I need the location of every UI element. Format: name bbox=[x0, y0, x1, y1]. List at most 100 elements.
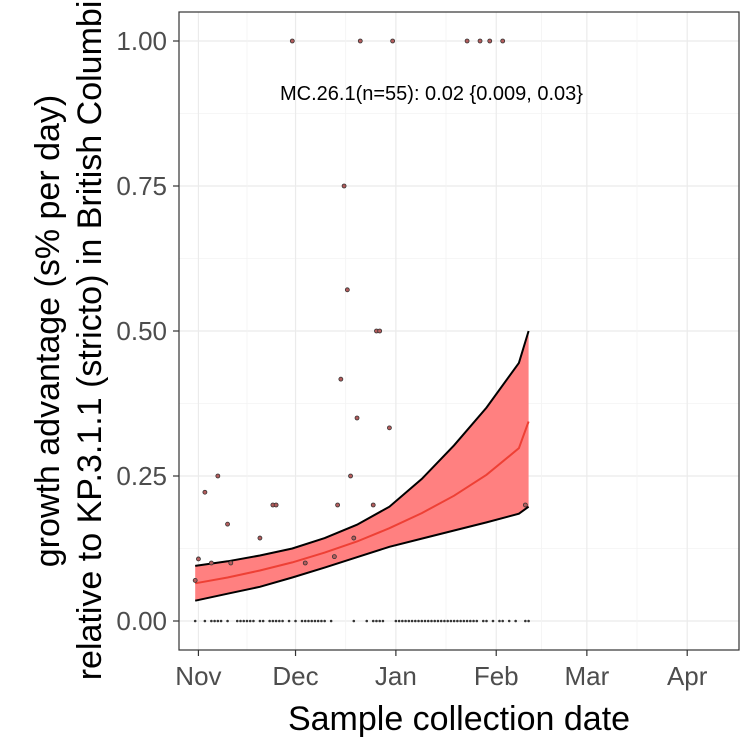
data-point bbox=[487, 38, 493, 44]
zero-data-point bbox=[462, 619, 466, 623]
zero-data-point bbox=[414, 619, 417, 623]
zero-data-point bbox=[320, 619, 323, 623]
y-tick-label: 1.00 bbox=[116, 26, 167, 56]
zero-data-point bbox=[310, 619, 314, 623]
data-point bbox=[464, 38, 470, 44]
data-point bbox=[351, 535, 357, 541]
zero-data-point bbox=[307, 619, 310, 623]
zero-data-point bbox=[481, 619, 485, 623]
zero-data-point bbox=[443, 619, 446, 623]
x-tick-label: Feb bbox=[474, 661, 519, 691]
x-tick-label: Mar bbox=[564, 661, 609, 691]
zero-data-point bbox=[281, 619, 284, 623]
zero-data-point bbox=[271, 619, 275, 623]
zero-data-point bbox=[219, 619, 223, 623]
zero-data-point bbox=[216, 619, 220, 623]
zero-data-point bbox=[210, 619, 213, 623]
data-point bbox=[192, 578, 198, 583]
data-point bbox=[331, 554, 337, 560]
zero-data-point bbox=[452, 619, 456, 623]
zero-data-point bbox=[261, 619, 265, 623]
zero-data-point bbox=[248, 619, 252, 623]
zero-data-point bbox=[524, 619, 527, 623]
x-tick-label: Dec bbox=[272, 661, 318, 691]
zero-data-point bbox=[446, 619, 449, 623]
zero-data-point bbox=[329, 619, 333, 623]
zero-data-point bbox=[294, 619, 297, 623]
y-tick-label: 0.00 bbox=[116, 606, 167, 636]
zero-data-point bbox=[239, 619, 242, 623]
zero-data-point bbox=[252, 619, 255, 623]
zero-data-point bbox=[226, 619, 229, 623]
zero-data-point bbox=[469, 619, 472, 623]
data-point bbox=[257, 535, 263, 541]
zero-data-point bbox=[381, 619, 385, 623]
zero-data-point bbox=[485, 619, 488, 623]
zero-data-point bbox=[394, 619, 398, 623]
data-point bbox=[348, 473, 353, 479]
zero-data-point bbox=[378, 619, 381, 623]
zero-data-point bbox=[459, 619, 462, 623]
data-point bbox=[390, 38, 396, 44]
data-point bbox=[225, 521, 230, 527]
confidence-ribbon-layer bbox=[194, 330, 530, 602]
x-axis-title: Sample collection date bbox=[288, 700, 630, 738]
zero-data-point bbox=[242, 619, 246, 623]
zero-data-point bbox=[352, 619, 356, 623]
upper-bound-line bbox=[195, 330, 530, 567]
zero-data-point bbox=[436, 619, 440, 623]
zero-data-point bbox=[303, 619, 307, 623]
zero-data-point bbox=[278, 619, 281, 623]
zero-data-point bbox=[268, 619, 271, 623]
data-point bbox=[335, 502, 341, 508]
zero-data-point bbox=[235, 619, 239, 623]
data-point bbox=[273, 502, 279, 508]
zero-data-point bbox=[365, 619, 369, 623]
zero-data-point bbox=[401, 619, 404, 623]
lower-bound-line bbox=[194, 505, 530, 602]
zero-data-point bbox=[465, 619, 469, 623]
zero-data-point bbox=[475, 619, 479, 623]
data-point bbox=[196, 556, 201, 562]
zero-data-point bbox=[491, 619, 495, 623]
zero-data-point bbox=[527, 619, 530, 623]
data-point bbox=[357, 38, 363, 44]
zero-data-point bbox=[410, 619, 414, 623]
x-tick-label: Nov bbox=[175, 661, 221, 691]
y-axis-title-line-2: relative to KP.3.1.1 (stricto) in Britis… bbox=[71, 0, 109, 680]
data-point bbox=[302, 560, 308, 566]
zero-data-point bbox=[423, 619, 427, 623]
data-point bbox=[338, 376, 344, 382]
zero-data-point bbox=[258, 619, 262, 623]
y-axis-title: growth advantage (s% per day) relative t… bbox=[29, 0, 109, 680]
axis-ticks-layer: 0.00 0.25 0.50 0.75 1.00 Nov Dec Jan Feb Mar Apr bbox=[116, 26, 707, 691]
confidence-ribbon bbox=[195, 331, 529, 601]
zero-data-point bbox=[514, 619, 517, 623]
data-point bbox=[377, 328, 383, 334]
data-point bbox=[477, 38, 483, 44]
zero-data-point bbox=[274, 619, 278, 623]
y-tick-label: 0.75 bbox=[116, 171, 167, 201]
zero-data-point bbox=[404, 619, 407, 623]
data-point bbox=[522, 502, 528, 508]
data-point bbox=[387, 425, 392, 431]
zero-data-point bbox=[507, 619, 511, 623]
data-points-layer bbox=[192, 38, 530, 623]
zero-data-point bbox=[213, 619, 216, 623]
zero-data-point bbox=[433, 619, 437, 623]
fit-annotation: MC.26.1(n=55): 0.02 {0.009, 0.03} bbox=[280, 83, 583, 105]
zero-data-point bbox=[245, 619, 249, 623]
zero-data-point bbox=[193, 619, 197, 623]
zero-data-point bbox=[407, 619, 411, 623]
data-point bbox=[344, 287, 350, 293]
data-point bbox=[208, 560, 214, 566]
zero-data-point bbox=[420, 619, 424, 623]
zero-data-point bbox=[313, 619, 317, 623]
zero-data-point bbox=[426, 619, 430, 623]
zero-data-point bbox=[203, 619, 207, 623]
zero-data-point bbox=[287, 619, 291, 623]
zero-data-point bbox=[439, 619, 443, 623]
zero-data-point bbox=[501, 619, 504, 623]
